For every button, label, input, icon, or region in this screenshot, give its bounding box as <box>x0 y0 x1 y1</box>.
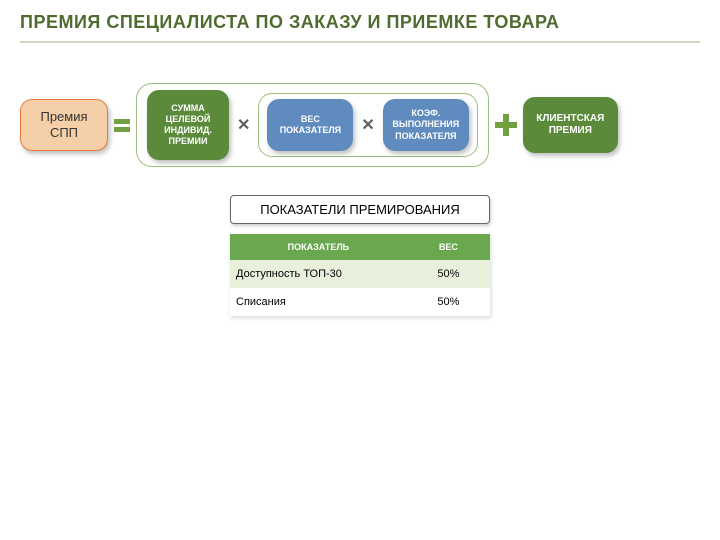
title-divider <box>20 41 700 43</box>
box-client-bonus: КЛИЕНТСКАЯ ПРЕМИЯ <box>523 97 618 153</box>
spp-line2: СПП <box>50 125 78 140</box>
th-indicator: ПОКАЗАТЕЛЬ <box>230 234 407 260</box>
formula-row: Премия СПП СУММА ЦЕЛЕВОЙ ИНДИВИД. ПРЕМИИ… <box>20 83 700 167</box>
plus-sign <box>495 114 517 136</box>
page-title: ПРЕМИЯ СПЕЦИАЛИСТА ПО ЗАКАЗУ И ПРИЕМКЕ Т… <box>20 12 700 33</box>
cell-indicator: Списания <box>230 288 407 316</box>
table-header-row: ПОКАЗАТЕЛЬ ВЕС <box>230 234 490 260</box>
cell-weight: 50% <box>407 288 490 316</box>
multiply-1: ✕ <box>235 115 252 135</box>
cell-indicator: Доступность ТОП-30 <box>230 260 407 288</box>
box-sum-target: СУММА ЦЕЛЕВОЙ ИНДИВИД. ПРЕМИИ <box>147 90 229 160</box>
th-weight: ВЕС <box>407 234 490 260</box>
section-label: ПОКАЗАТЕЛИ ПРЕМИРОВАНИЯ <box>230 195 490 224</box>
spp-line1: Премия <box>40 109 87 124</box>
multiply-2: ✕ <box>359 115 376 135</box>
box-weight: ВЕС ПОКАЗАТЕЛЯ <box>267 99 353 151</box>
indicators-table: ПОКАЗАТЕЛЬ ВЕС Доступность ТОП-30 50% Сп… <box>230 234 490 316</box>
equals-sign <box>114 119 130 132</box>
outer-bracket: СУММА ЦЕЛЕВОЙ ИНДИВИД. ПРЕМИИ ✕ ВЕС ПОКА… <box>136 83 489 167</box>
box-coef: КОЭФ. ВЫПОЛНЕНИЯ ПОКАЗАТЕЛЯ <box>383 99 469 151</box>
box-premia-spp: Премия СПП <box>20 99 108 151</box>
table-row: Списания 50% <box>230 288 490 316</box>
table-row: Доступность ТОП-30 50% <box>230 260 490 288</box>
inner-bracket: ВЕС ПОКАЗАТЕЛЯ ✕ КОЭФ. ВЫПОЛНЕНИЯ ПОКАЗА… <box>258 93 477 157</box>
cell-weight: 50% <box>407 260 490 288</box>
